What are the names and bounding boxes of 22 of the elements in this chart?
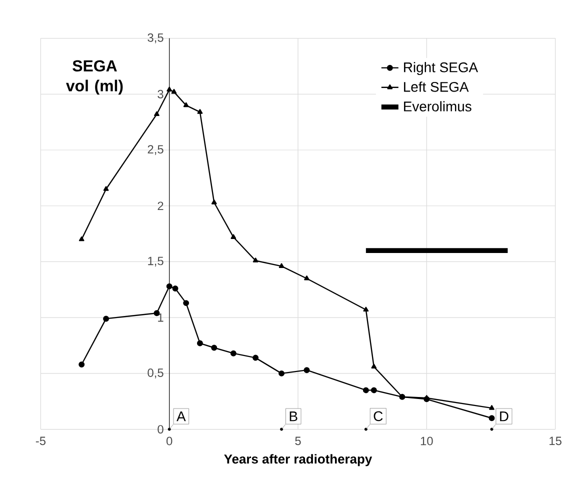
x-tick-label: 15	[550, 436, 562, 446]
x-axis-title: Years after radiotherapy	[224, 454, 372, 466]
legend-label: Everolimus	[404, 101, 472, 112]
annotation: B	[290, 412, 298, 422]
y-tick-label: 0,5	[148, 368, 164, 378]
annotation: D	[500, 412, 508, 422]
legend-label: Left SEGA	[404, 82, 469, 92]
x-tick-label: 10	[420, 436, 433, 446]
legend-label: Right SEGA	[404, 62, 478, 76]
y-tick-label: 0	[158, 425, 164, 434]
y-tick-label: 1,5	[148, 256, 164, 267]
y-tick-label: 2	[158, 202, 164, 210]
x-tick-label: 0	[166, 436, 172, 446]
y-tick-label: 3,5	[148, 33, 164, 44]
annotation: A	[176, 412, 186, 422]
y-axis-title: SEGA vol (ml)	[66, 60, 123, 95]
y-tick-label: 3	[158, 90, 164, 98]
x-tick-label: -5	[36, 436, 46, 446]
y-tick-label: 1	[158, 313, 164, 322]
annotation: C	[374, 411, 383, 422]
y-tick-label: 2,5	[148, 145, 164, 155]
x-tick-label: 5	[295, 436, 301, 446]
